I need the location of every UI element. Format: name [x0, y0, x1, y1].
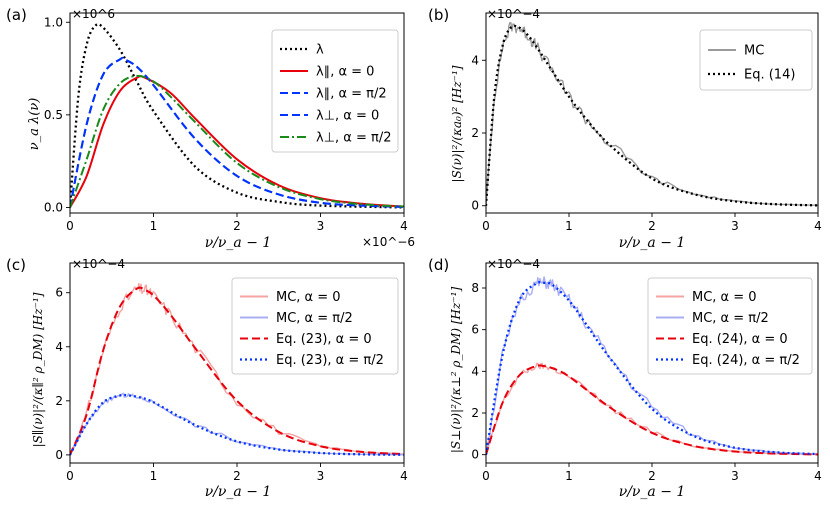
panel-b-xlabel: ν/ν_a − 1 [619, 235, 686, 251]
panel-b-ylabel: |S(ν)|²/(κa₀)² [Hz⁻¹] [450, 65, 464, 182]
series-line [70, 56, 404, 208]
y-tick-label: 0.5 [44, 108, 63, 122]
legend-entry: MC, α = π/2 [276, 311, 353, 326]
y-tick-label: 4 [471, 364, 479, 378]
series-group [486, 276, 818, 456]
axes-frame [69, 12, 405, 214]
panel-a-label: (a) [6, 6, 27, 24]
panel-d-y-multiplier: ×10^−4 [487, 257, 540, 271]
x-tick-label: 1 [150, 219, 158, 233]
series-line [486, 364, 818, 456]
series-line [486, 24, 818, 207]
y-tick-label: 6 [471, 323, 479, 337]
x-tick-label: 4 [814, 469, 822, 483]
axes-frame [69, 262, 405, 464]
legend-entry: λ∥, α = π/2 [316, 87, 387, 102]
panel-b: (b) ×10^−4 ν/ν_a − 1 |S(ν)|²/(κa₀)² [Hz⁻… [428, 6, 822, 251]
series-line [70, 393, 404, 456]
x-tick-label: 3 [731, 219, 739, 233]
legend-box [271, 29, 399, 153]
panel-c-y-multiplier: ×10^−4 [72, 257, 125, 271]
y-tick-label: 2 [471, 126, 479, 140]
y-tick-label: 0 [471, 199, 479, 213]
panel-c: (c) ×10^−4 ν/ν_a − 1 |S∥(ν)|²/(κ∥² ρ_DM)… [6, 256, 408, 500]
x-tick-label: 3 [317, 469, 325, 483]
x-tick-label: 3 [731, 469, 739, 483]
panel-c-xlabel: ν/ν_a − 1 [205, 484, 272, 500]
x-tick-label: 2 [648, 219, 656, 233]
y-tick-label: 0 [471, 448, 479, 462]
legend-box [231, 277, 399, 375]
panel-d-xlabel: ν/ν_a − 1 [619, 484, 686, 500]
legend-entry: MC, α = π/2 [692, 311, 769, 326]
x-tick-label: 0 [482, 219, 490, 233]
panel-b-plot-area: 0 1 2 3 4 0 2 4 MC Eq. (14) [471, 12, 822, 233]
legend-entry: Eq. (24), α = π/2 [692, 353, 800, 368]
x-tick-label: 4 [400, 219, 408, 233]
series-group [70, 282, 404, 456]
legend-entry: Eq. (23), α = 0 [276, 332, 372, 347]
legend-entry: MC, α = 0 [692, 290, 757, 305]
series-line [486, 280, 818, 456]
panel-c-label: (c) [6, 256, 26, 274]
legend-entry: λ⊥, α = π/2 [316, 131, 392, 146]
x-tick-label: 4 [400, 469, 408, 483]
panel-d-label: (d) [428, 256, 449, 274]
x-tick-label: 0 [482, 469, 490, 483]
x-tick-label: 2 [648, 469, 656, 483]
panel-c-plot-area: 0 1 2 3 4 0 2 4 6 MC, α = 0 MC, α = π/2 Eq. (23), α… [55, 262, 408, 483]
panel-c-ylabel: |S∥(ν)|²/(κ∥² ρ_DM) [Hz⁻¹] [31, 292, 45, 447]
panel-b-y-multiplier: ×10^−4 [487, 7, 540, 21]
series-line [486, 21, 818, 207]
x-tick-label: 0 [66, 219, 74, 233]
panel-a-y-multiplier: ×10^6 [72, 7, 115, 21]
panel-a-plot-area: 0 1 2 3 4 0.0 0.5 1.0 λ λ∥, α = 0 λ∥, α = π/2 λ⊥, α… [44, 12, 408, 233]
axes-frame [485, 262, 819, 464]
legend-entry: MC [744, 44, 764, 59]
y-tick-label: 6 [55, 286, 63, 300]
series-line [486, 362, 818, 456]
series-line [70, 392, 404, 456]
panel-a-ylabel: ν_a λ(ν) [27, 98, 42, 151]
panel-d-ylabel: |S⊥(ν)|²/(κ⊥² ρ_DM) [Hz⁻¹] [449, 287, 463, 454]
y-tick-label: 2 [471, 406, 479, 420]
panel-a-xlabel: ν/ν_a − 1 [205, 235, 272, 251]
y-tick-label: 0 [55, 448, 63, 462]
legend-entry: λ⊥, α = 0 [316, 109, 379, 124]
y-tick-label: 2 [55, 394, 63, 408]
panel-d-plot-area: 0 1 2 3 4 0 2 4 6 8 MC, α = 0 MC, α = π/2 Eq. (24), … [471, 262, 822, 483]
panel-a: (a) ×10^6 ×10^−6 ν/ν_a − 1 ν_a λ(ν) 0 1 2 3… [6, 6, 415, 251]
legend-entry: Eq. (23), α = π/2 [276, 353, 384, 368]
x-tick-label: 1 [150, 469, 158, 483]
y-tick-label: 1.0 [44, 15, 63, 29]
x-tick-label: 1 [565, 469, 573, 483]
y-tick-label: 4 [55, 340, 63, 354]
panel-a-x-multiplier: ×10^−6 [362, 235, 415, 249]
x-tick-label: 0 [66, 469, 74, 483]
y-tick-label: 4 [471, 53, 479, 67]
legend-box [647, 277, 813, 375]
series-line [70, 286, 404, 456]
x-tick-label: 2 [233, 219, 241, 233]
x-tick-label: 2 [233, 469, 241, 483]
y-tick-label: 8 [471, 281, 479, 295]
axes-frame [485, 12, 819, 214]
y-tick-label: 0.0 [44, 200, 63, 214]
series-group [486, 21, 818, 207]
x-tick-label: 1 [565, 219, 573, 233]
series-group [70, 23, 404, 209]
legend-entry: λ [316, 43, 324, 58]
legend-entry: Eq. (14) [744, 68, 795, 83]
panel-b-label: (b) [428, 6, 449, 24]
legend-entry: MC, α = 0 [276, 290, 341, 305]
legend-entry: Eq. (24), α = 0 [692, 332, 788, 347]
series-line [70, 74, 404, 208]
panel-d: (d) ×10^−4 ν/ν_a − 1 |S⊥(ν)|²/(κ⊥² ρ_DM)… [428, 256, 822, 500]
legend-entry: λ∥, α = 0 [316, 65, 374, 80]
x-tick-label: 3 [317, 219, 325, 233]
x-tick-label: 4 [814, 219, 822, 233]
